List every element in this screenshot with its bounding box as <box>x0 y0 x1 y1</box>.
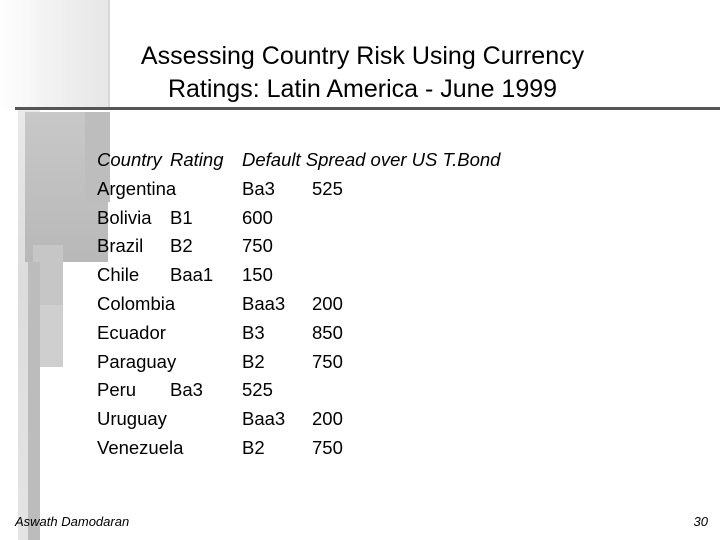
rating-cell: Baa1 <box>170 264 214 286</box>
rating-cell: B3 <box>242 321 265 343</box>
rating-cell: B2 <box>242 350 265 372</box>
header-rating: Rating <box>170 149 224 170</box>
country-cell: Chile <box>97 264 140 286</box>
country-cell: Venezuela <box>97 436 184 458</box>
rating-cell: Baa3 <box>242 292 286 314</box>
country-cell: Uruguay <box>97 408 167 430</box>
header-country: Country <box>97 149 162 170</box>
title-line-2: Ratings: Latin America - June 1999 <box>167 75 558 103</box>
country-cell: Colombia <box>97 292 176 314</box>
spread-cell: 200 <box>312 408 343 430</box>
country-cell: Brazil <box>97 235 144 257</box>
decorative-block <box>85 112 110 202</box>
spread-cell: 750 <box>312 436 343 458</box>
country-cell: Ecuador <box>97 321 166 343</box>
rating-cell: B1 <box>170 206 193 228</box>
spread-cell: 750 <box>242 235 273 257</box>
country-cell: Paraguay <box>97 350 177 372</box>
spread-cell: 850 <box>312 321 343 343</box>
rating-cell: Baa3 <box>242 408 286 430</box>
author-footer: Aswath Damodaran <box>15 514 130 529</box>
header-spread: Default Spread over US T.Bond <box>242 149 501 170</box>
spread-cell: 150 <box>242 264 273 286</box>
rating-cell: Ba3 <box>170 379 203 401</box>
rating-cell: B2 <box>170 235 193 257</box>
decorative-block <box>38 305 63 367</box>
rating-cell: B2 <box>242 436 265 458</box>
title-line-1: Assessing Country Risk Using Currency <box>140 42 585 70</box>
spread-cell: 525 <box>242 379 273 401</box>
spread-cell: 200 <box>312 292 343 314</box>
page-number: 30 <box>693 514 708 529</box>
spread-cell: 750 <box>312 350 343 372</box>
decorative-panel <box>0 0 110 108</box>
spread-cell: 600 <box>242 206 273 228</box>
country-cell: Bolivia <box>97 206 152 228</box>
country-cell: Argentina <box>97 177 177 199</box>
rating-cell: Ba3 <box>242 177 275 199</box>
title-divider <box>15 107 720 110</box>
decorative-edge <box>108 0 110 108</box>
slide-title: Assessing Country Risk Using Currency Ra… <box>110 40 615 106</box>
spread-cell: 525 <box>312 177 343 199</box>
decorative-bar <box>28 262 40 540</box>
country-cell: Peru <box>97 379 137 401</box>
